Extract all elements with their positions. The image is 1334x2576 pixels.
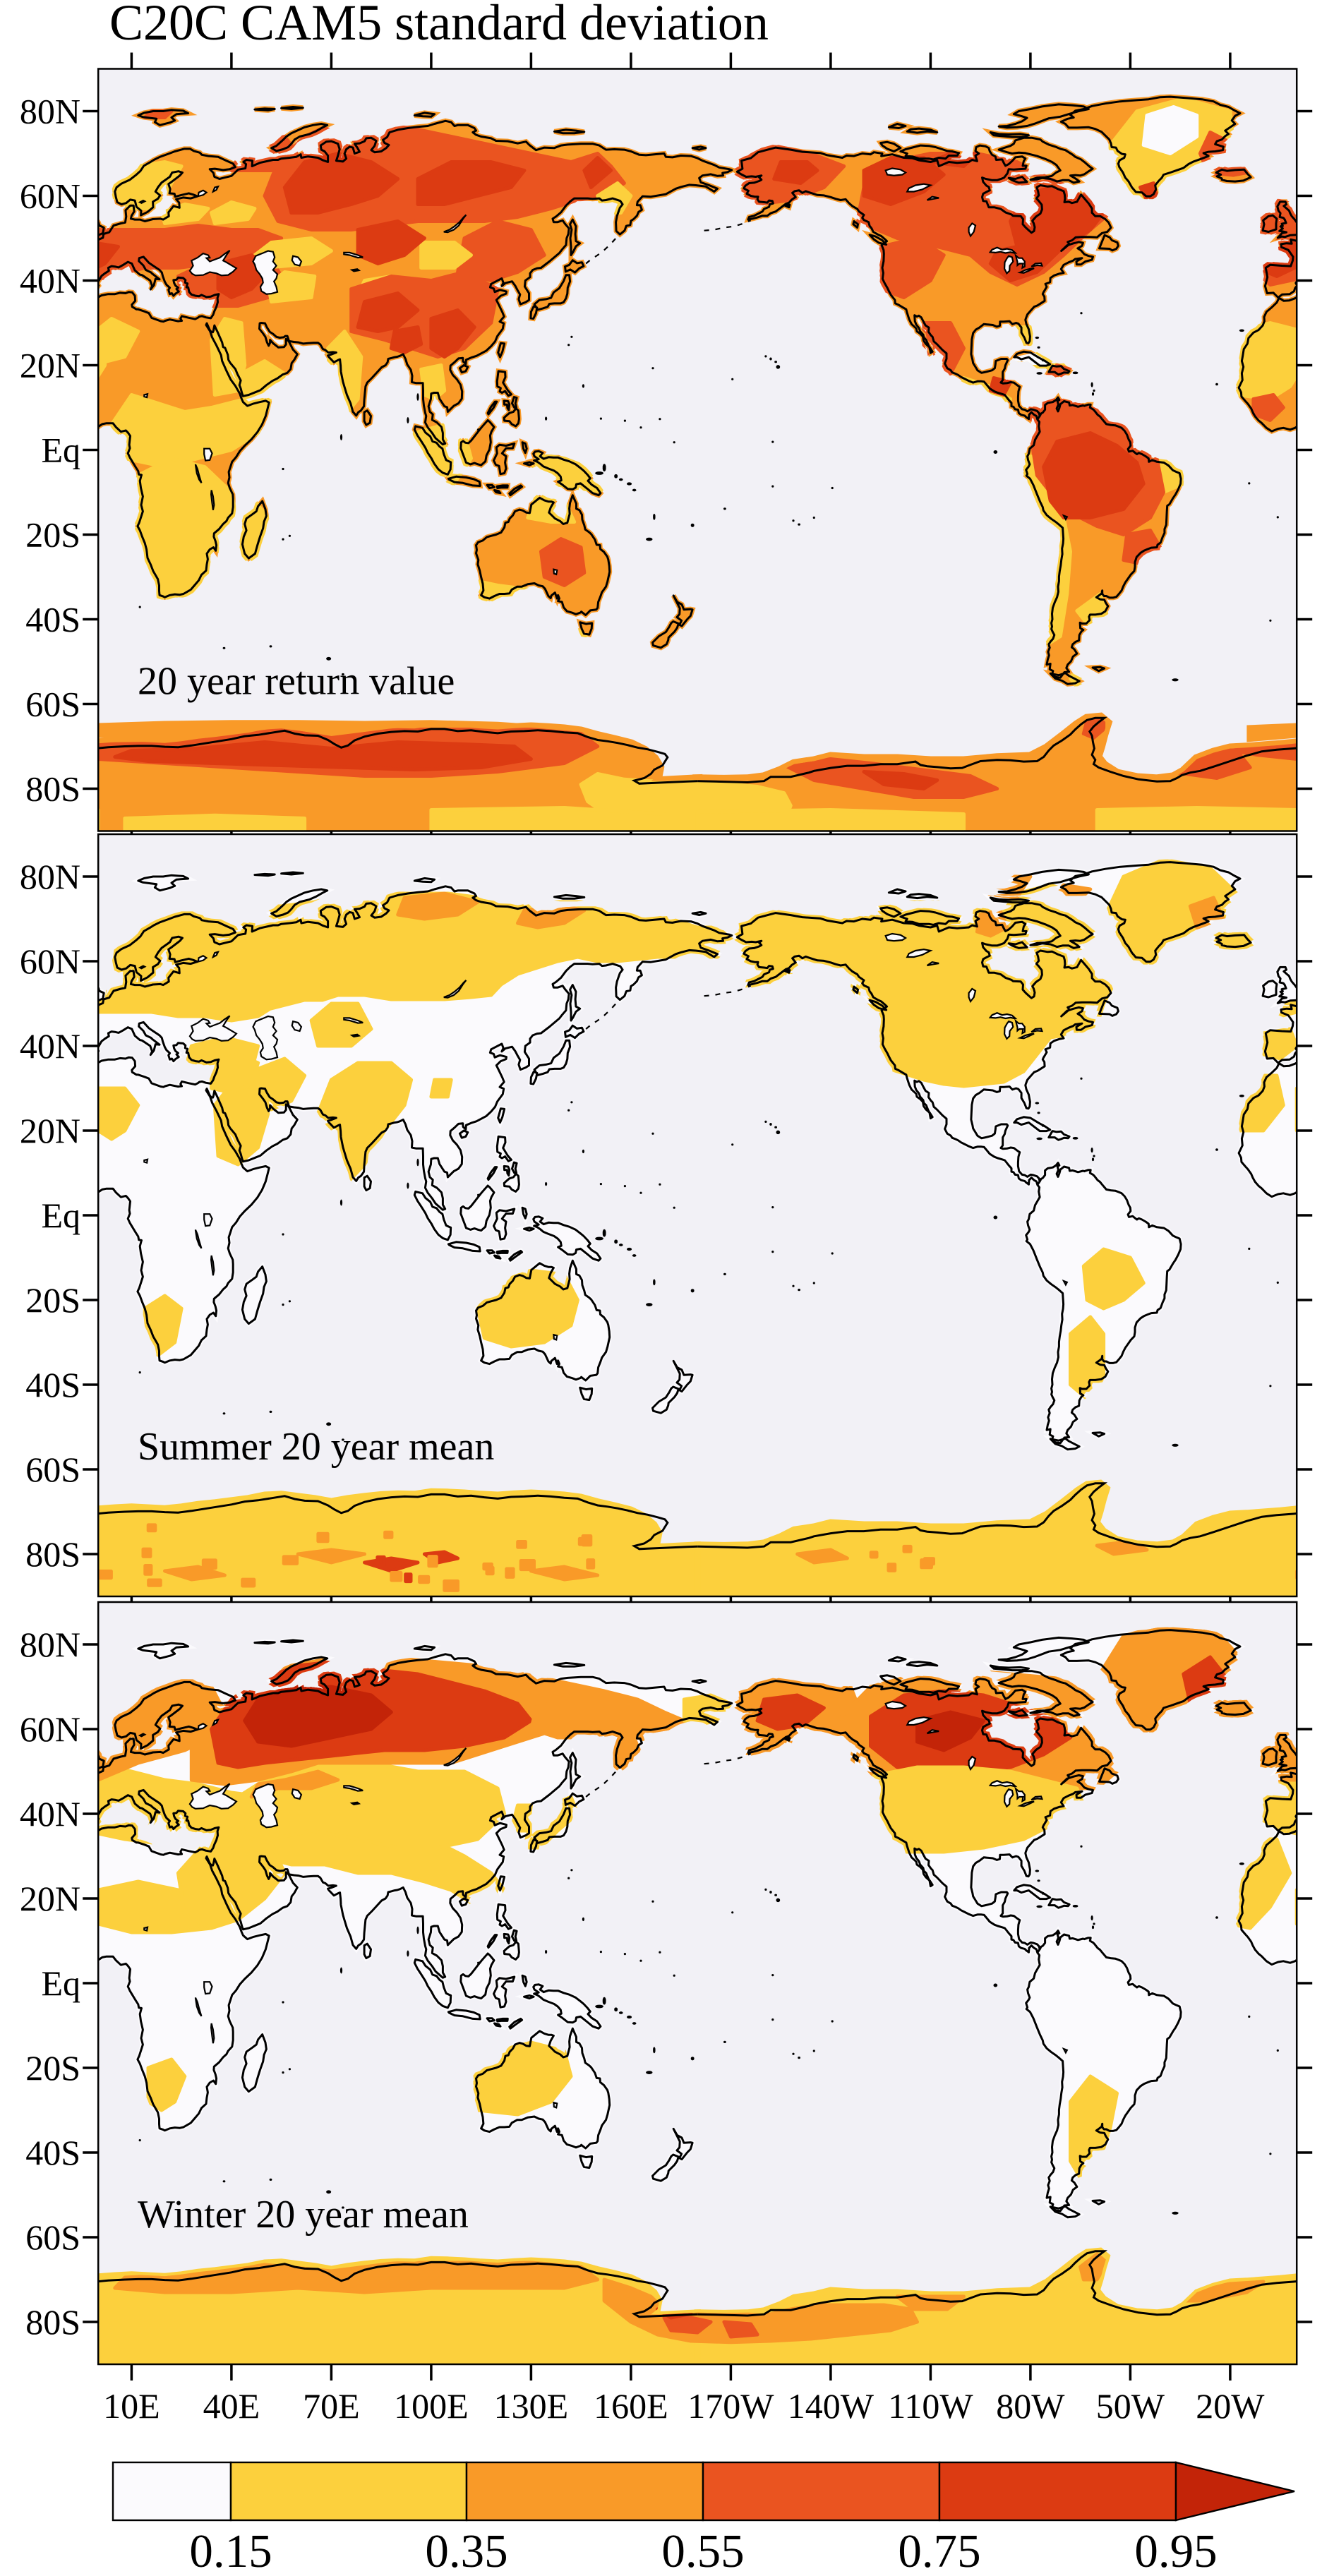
svg-text:160E: 160E bbox=[594, 2386, 668, 2426]
svg-text:40N: 40N bbox=[20, 261, 80, 301]
svg-text:40S: 40S bbox=[25, 600, 80, 639]
svg-text:20 year return value: 20 year return value bbox=[138, 660, 455, 704]
svg-text:80S: 80S bbox=[25, 2302, 80, 2342]
svg-text:110W: 110W bbox=[888, 2386, 973, 2426]
svg-text:0.15: 0.15 bbox=[189, 2525, 272, 2572]
svg-text:70E: 70E bbox=[303, 2386, 360, 2426]
svg-text:60N: 60N bbox=[20, 176, 80, 216]
svg-text:60N: 60N bbox=[20, 941, 80, 981]
svg-text:80W: 80W bbox=[996, 2386, 1065, 2426]
svg-text:Summer 20 year mean: Summer 20 year mean bbox=[138, 1425, 494, 1469]
svg-text:60S: 60S bbox=[25, 2217, 80, 2257]
svg-text:Eq: Eq bbox=[41, 1196, 80, 1235]
svg-text:40E: 40E bbox=[203, 2386, 260, 2426]
svg-text:40N: 40N bbox=[20, 1026, 80, 1066]
svg-text:20N: 20N bbox=[20, 1879, 80, 1918]
svg-text:60N: 60N bbox=[20, 1709, 80, 1749]
svg-text:170W: 170W bbox=[687, 2386, 774, 2426]
svg-text:40S: 40S bbox=[25, 2133, 80, 2172]
svg-text:Eq: Eq bbox=[41, 1963, 80, 2003]
svg-text:80N: 80N bbox=[20, 1625, 80, 1664]
svg-text:60S: 60S bbox=[25, 1450, 80, 1489]
svg-text:80S: 80S bbox=[25, 1534, 80, 1574]
svg-text:80N: 80N bbox=[20, 857, 80, 896]
svg-text:50W: 50W bbox=[1096, 2386, 1165, 2426]
svg-text:40N: 40N bbox=[20, 1794, 80, 1834]
svg-text:20S: 20S bbox=[25, 515, 80, 555]
svg-text:Winter 20 year mean: Winter 20 year mean bbox=[138, 2193, 469, 2237]
svg-text:10E: 10E bbox=[103, 2386, 160, 2426]
svg-text:20S: 20S bbox=[25, 2048, 80, 2088]
svg-text:60S: 60S bbox=[25, 685, 80, 724]
svg-text:80S: 80S bbox=[25, 769, 80, 809]
svg-text:Eq: Eq bbox=[41, 431, 80, 470]
svg-text:80N: 80N bbox=[20, 92, 80, 131]
svg-text:140W: 140W bbox=[788, 2386, 875, 2426]
svg-text:0.95: 0.95 bbox=[1134, 2525, 1217, 2572]
svg-text:0.55: 0.55 bbox=[661, 2525, 744, 2572]
svg-text:0.35: 0.35 bbox=[425, 2525, 507, 2572]
svg-text:100E: 100E bbox=[394, 2386, 469, 2426]
svg-text:20N: 20N bbox=[20, 346, 80, 385]
svg-text:40S: 40S bbox=[25, 1365, 80, 1404]
svg-text:C20C CAM5 standard deviation: C20C CAM5 standard deviation bbox=[109, 0, 769, 51]
svg-text:20S: 20S bbox=[25, 1280, 80, 1320]
svg-text:130E: 130E bbox=[494, 2386, 569, 2426]
svg-text:20N: 20N bbox=[20, 1111, 80, 1150]
svg-text:20W: 20W bbox=[1196, 2386, 1265, 2426]
svg-text:0.75: 0.75 bbox=[898, 2525, 980, 2572]
